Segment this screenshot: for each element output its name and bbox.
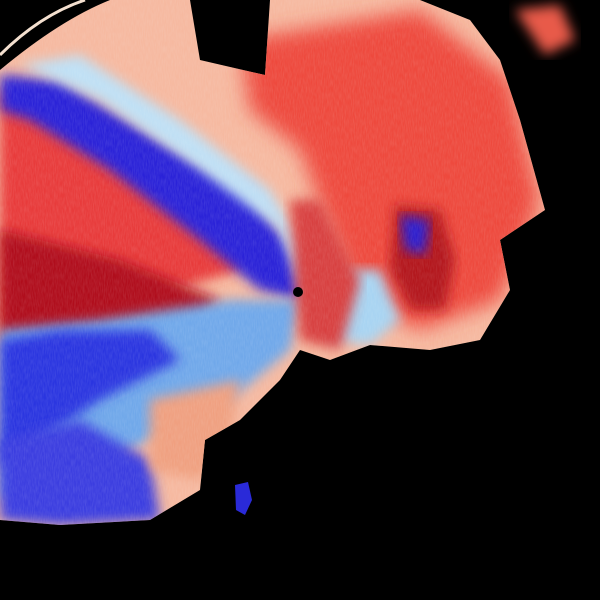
isolated-echo	[515, 5, 575, 55]
radar-site	[293, 287, 303, 297]
range-ring	[0, 0, 86, 57]
isolated-echo	[235, 482, 252, 515]
